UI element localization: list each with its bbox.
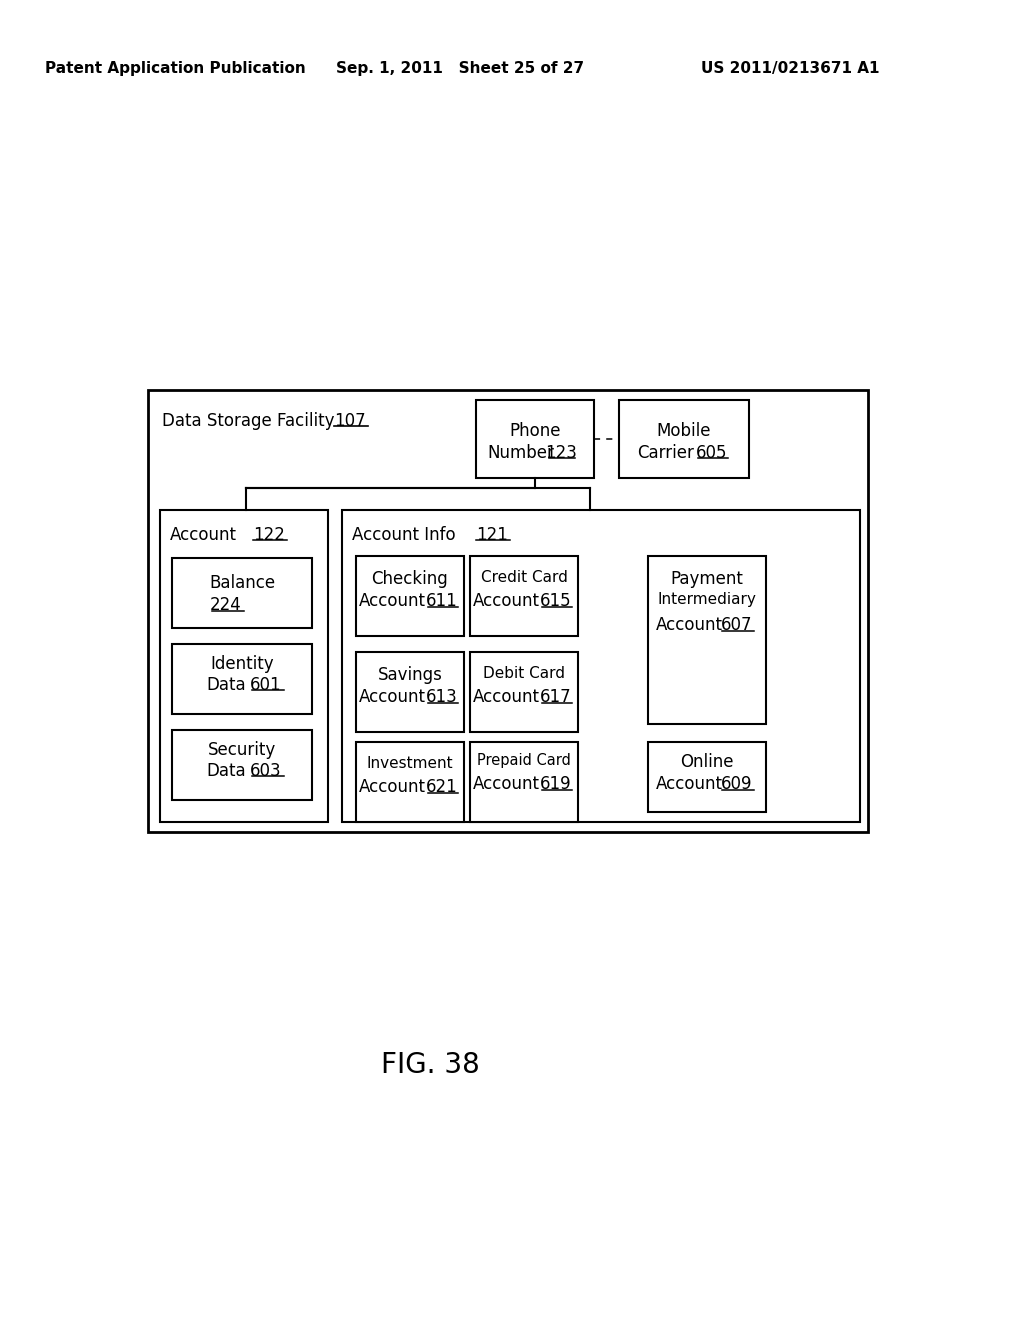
Text: 611: 611 [426,591,458,610]
Text: Debit Card: Debit Card [483,667,565,681]
Text: US 2011/0213671 A1: US 2011/0213671 A1 [700,61,880,75]
Text: Account: Account [358,591,426,610]
Text: Checking: Checking [372,570,449,587]
Text: 107: 107 [334,412,366,430]
Text: 603: 603 [250,762,282,780]
Bar [356,652,464,733]
Text: Intermediary: Intermediary [657,591,757,607]
Text: Data: Data [206,762,246,780]
Bar [470,742,578,822]
Text: Payment: Payment [671,570,743,587]
Text: Account: Account [170,525,237,544]
Bar [470,652,578,733]
Text: 121: 121 [476,525,508,544]
Text: Account: Account [655,616,723,634]
Text: Sep. 1, 2011   Sheet 25 of 27: Sep. 1, 2011 Sheet 25 of 27 [336,61,584,75]
Text: 607: 607 [721,616,753,634]
Bar [470,556,578,636]
Text: Patent Application Publication: Patent Application Publication [45,61,305,75]
Bar [342,510,860,822]
Text: 621: 621 [426,777,458,796]
Bar [476,400,594,478]
Bar [648,742,766,812]
Text: Online: Online [680,752,734,771]
Text: Data: Data [206,676,246,694]
Text: Number: Number [487,444,554,462]
Bar [618,400,749,478]
Text: Account: Account [655,775,723,793]
Text: 609: 609 [721,775,753,793]
Text: 122: 122 [253,525,285,544]
Text: Identity: Identity [210,655,273,673]
Text: Phone: Phone [509,422,561,440]
Text: 605: 605 [696,444,728,462]
Text: Account: Account [358,688,426,706]
Bar [648,556,766,723]
Text: Investment: Investment [367,756,454,771]
Text: 617: 617 [541,688,571,706]
Text: FIG. 38: FIG. 38 [381,1051,479,1078]
Text: Data Storage Facility: Data Storage Facility [162,412,335,430]
Bar [356,742,464,822]
Bar [172,558,312,628]
Bar [356,556,464,636]
Text: Account Info: Account Info [352,525,456,544]
Bar [172,730,312,800]
Text: Mobile: Mobile [656,422,712,440]
Text: 224: 224 [210,597,242,614]
Text: Balance: Balance [209,574,275,591]
Text: Account: Account [472,591,540,610]
Text: Account: Account [472,775,540,793]
Text: 619: 619 [541,775,571,793]
Text: Carrier: Carrier [638,444,694,462]
Text: Account: Account [358,777,426,796]
Bar [172,644,312,714]
Text: Prepaid Card: Prepaid Card [477,752,571,768]
Text: Security: Security [208,741,276,759]
Text: 123: 123 [545,444,577,462]
Text: Credit Card: Credit Card [480,570,567,585]
Text: Account: Account [472,688,540,706]
Bar [148,389,868,832]
Text: 615: 615 [541,591,571,610]
Text: Savings: Savings [378,667,442,684]
Text: 601: 601 [250,676,282,694]
Bar [160,510,328,822]
Text: 613: 613 [426,688,458,706]
